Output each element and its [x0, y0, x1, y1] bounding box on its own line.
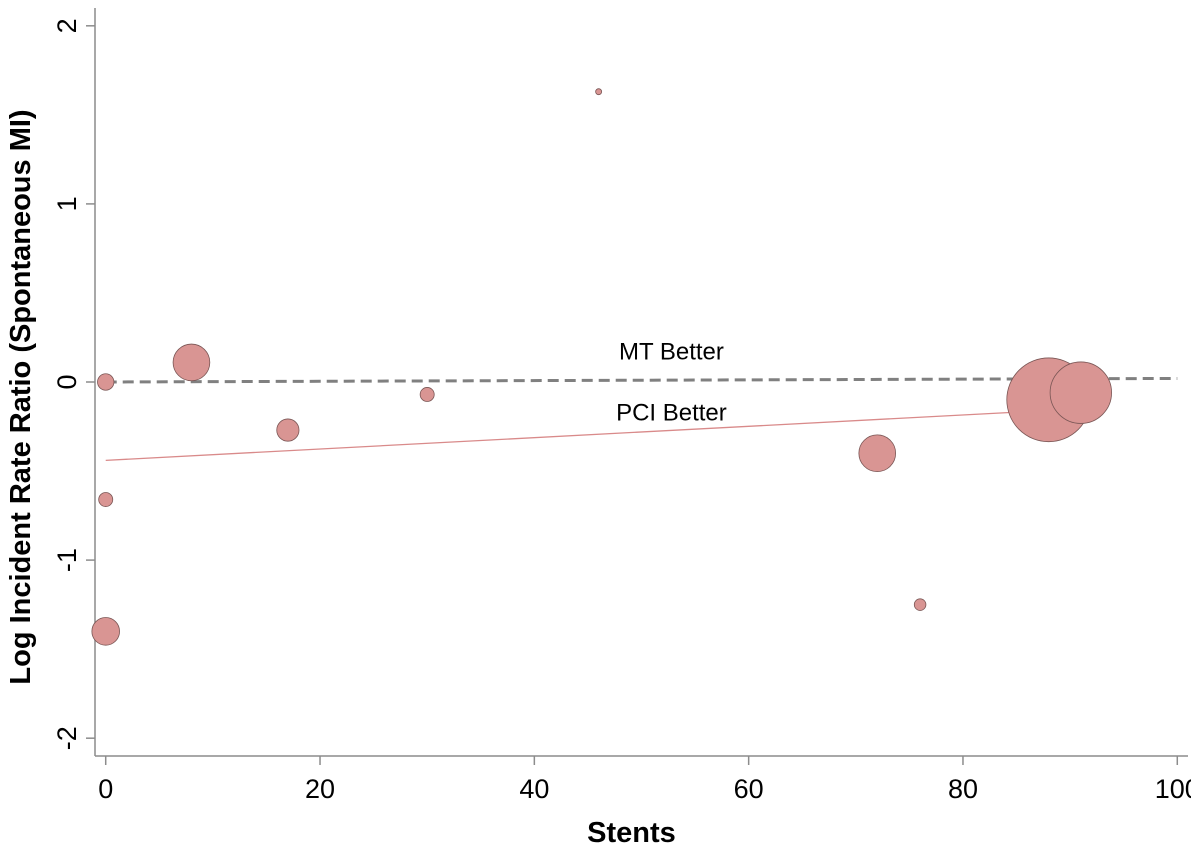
y-tick-label: 1	[52, 196, 82, 211]
data-point	[276, 418, 300, 442]
data-point	[1049, 361, 1112, 424]
data-points	[91, 88, 1112, 646]
reference-line	[105, 376, 1178, 384]
data-point	[419, 387, 435, 402]
y-tick-label: -2	[52, 726, 82, 750]
y-tick-label: 2	[52, 18, 82, 33]
plot-lines	[105, 376, 1178, 462]
y-tick-label: -1	[52, 548, 82, 572]
x-tick-label: 60	[734, 774, 764, 804]
data-point	[97, 373, 115, 391]
axes: 0 20 40 60 80 100 -2 -1 0 1 2	[52, 8, 1191, 804]
data-point	[595, 88, 603, 96]
y-axis-title: Log Incident Rate Ratio (Spontaneous MI)	[5, 109, 37, 684]
annotation-label: PCI Better	[616, 399, 727, 426]
x-tick-label: 20	[305, 774, 335, 804]
x-tick-label: 100	[1155, 774, 1191, 804]
y-tick-label: 0	[52, 374, 82, 389]
x-tick-label: 0	[98, 774, 113, 804]
annotations: MT Better PCI Better	[616, 339, 727, 427]
x-tick-label: 80	[948, 774, 978, 804]
data-point	[98, 492, 114, 507]
regression-line	[105, 408, 1081, 462]
data-point	[172, 343, 211, 382]
x-axis-title: Stents	[587, 817, 676, 849]
annotation-label: MT Better	[619, 339, 724, 366]
data-point	[913, 598, 927, 611]
data-point	[91, 617, 120, 646]
x-tick-label: 40	[519, 774, 549, 804]
data-point	[858, 434, 897, 473]
